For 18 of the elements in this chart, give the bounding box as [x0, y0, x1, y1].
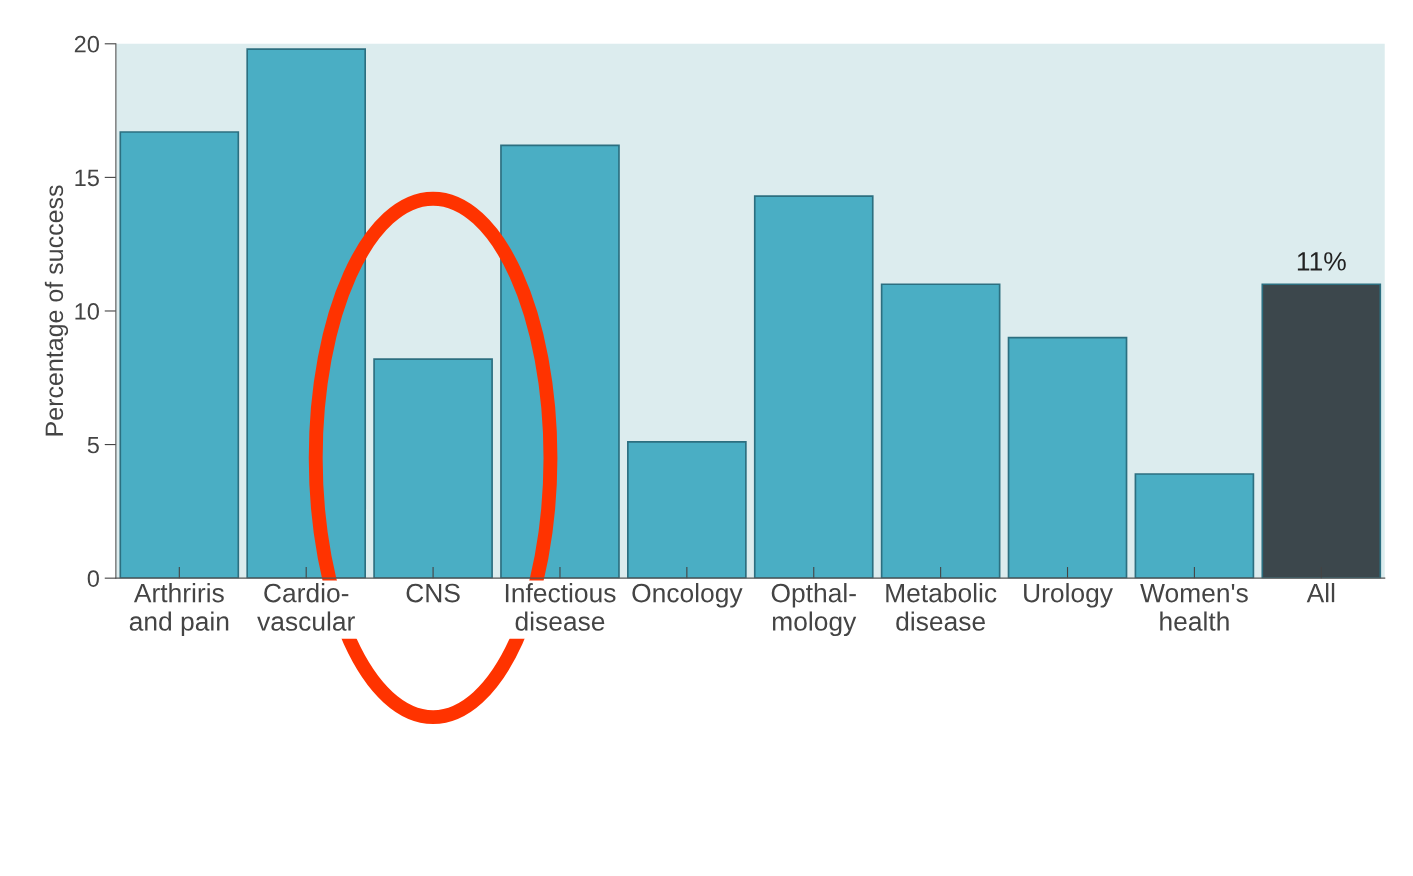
- y-tick-label: 0: [87, 570, 99, 587]
- data-label: 11%: [1297, 252, 1346, 271]
- x-tick-label: All: [1306, 583, 1335, 603]
- x-tick-label: Infectious disease: [505, 583, 616, 631]
- x-tick-label: Arthriris and pain: [129, 583, 229, 637]
- y-tick-label: 15: [75, 169, 99, 187]
- x-tick-label: CNS: [406, 583, 460, 603]
- y-tick-label: 5: [87, 436, 99, 454]
- y-tick-label: 20: [74, 35, 99, 53]
- x-tick-label: Opthal- mology: [771, 583, 857, 637]
- y-axis-title: Percentage of success: [44, 185, 69, 436]
- bar: [1261, 283, 1382, 579]
- x-tick-label: Metabolic disease: [886, 583, 997, 631]
- x-tick-label: Oncology: [632, 583, 743, 608]
- y-tick-label: 10: [75, 303, 99, 320]
- x-tick-label: Urology: [1024, 583, 1113, 608]
- x-tick-label: Women's health: [1140, 583, 1248, 631]
- x-tick-label: Cardio- vascular: [257, 583, 355, 631]
